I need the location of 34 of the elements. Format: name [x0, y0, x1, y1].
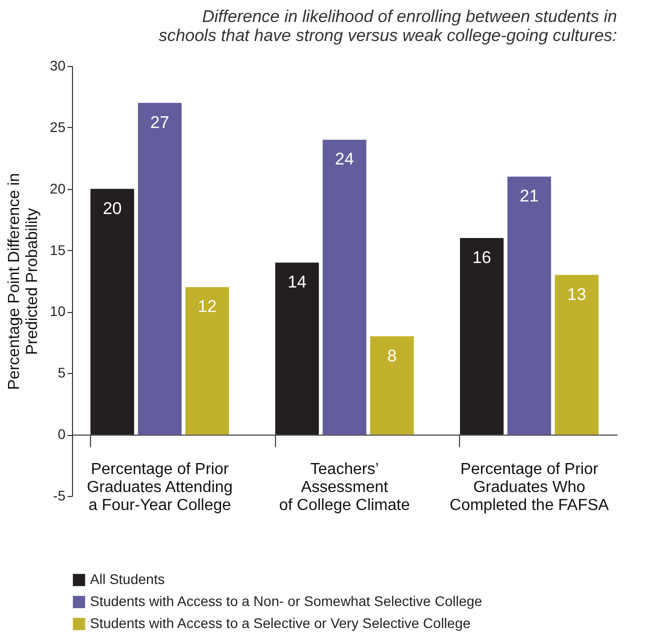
y-tick-label: 0 [58, 426, 66, 442]
bar [138, 102, 182, 435]
data-label: 20 [102, 198, 122, 218]
bar [90, 188, 134, 435]
data-label: 24 [335, 150, 354, 169]
chart-title: Difference in likelihood of enrolling between students in schools that have strong versus weak college-going cultures: [158, 7, 618, 45]
data-label: 13 [567, 284, 586, 304]
y-tick-label: 5 [58, 364, 66, 381]
legend-label: Students with Access to a Selective or Very Selective College [90, 615, 471, 631]
data-label: 14 [288, 272, 307, 292]
legend-label: Students with Access to a Non- or Somewhat Selective College [90, 593, 482, 609]
bar [275, 262, 319, 435]
data-label: 27 [150, 112, 170, 132]
y-tick-label: -5 [53, 488, 66, 504]
bar [185, 287, 230, 435]
data-label: 8 [387, 346, 397, 366]
data-label: 21 [520, 186, 539, 206]
bar [554, 274, 599, 435]
x-tick-label: Percentage of Prior Graduates Attending a Four-Year College [86, 461, 233, 514]
x-tick-label: Percentage of Prior Graduates Who Completed the FAFSA [450, 461, 610, 514]
bar [370, 336, 414, 435]
data-label: 12 [198, 297, 217, 316]
data-label: 16 [472, 248, 492, 267]
bar [507, 176, 552, 435]
y-tick-label: 30 [50, 58, 66, 74]
y-tick-label: 10 [50, 303, 66, 320]
y-tick-label: 25 [50, 118, 66, 135]
y-tick-label: 20 [50, 180, 66, 196]
x-tick-label: Teachers’ Assessment of College Climate [279, 461, 410, 514]
y-axis-title: Percentage Point Difference in Predicted Probability [6, 173, 41, 390]
y-tick-label: 15 [50, 242, 66, 258]
legend-label: All Students [90, 571, 165, 587]
bar [322, 140, 366, 435]
bar [460, 238, 504, 435]
